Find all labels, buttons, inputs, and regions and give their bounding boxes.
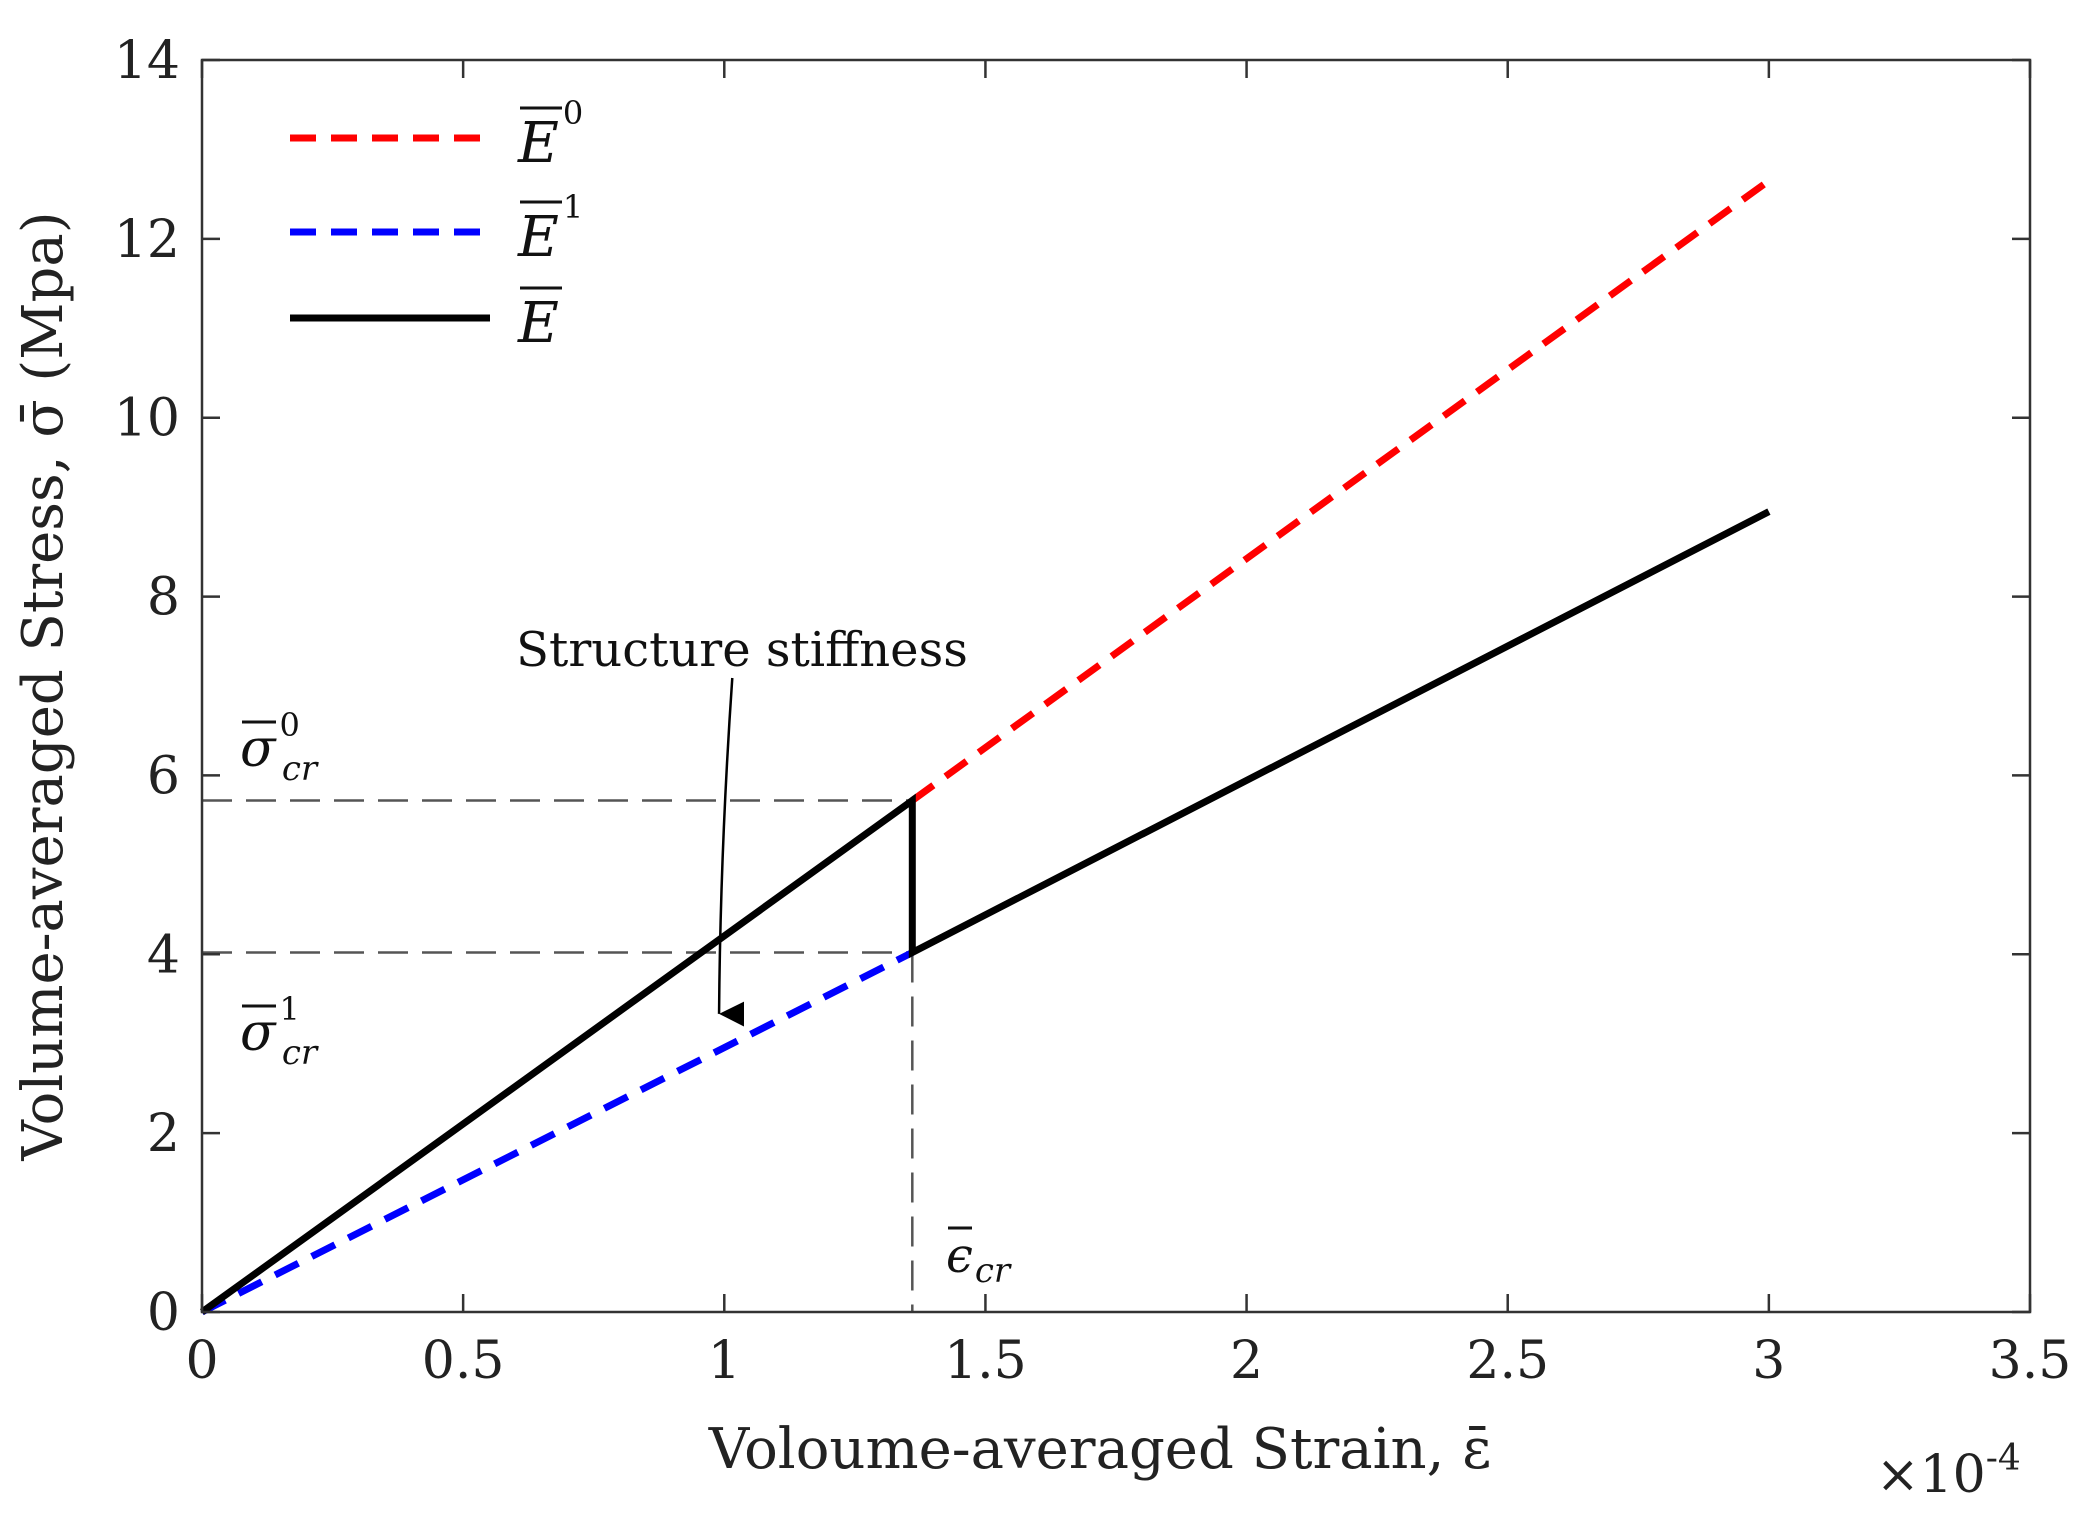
legend-label-e1-sup: 1	[563, 188, 583, 226]
plot-area	[202, 60, 2030, 1312]
x-tick-label: 0.5	[422, 1331, 505, 1391]
legend-label-e-base: E	[517, 291, 559, 356]
epsilon-cr-sub: cr	[975, 1251, 1012, 1291]
svg-text:E0: E0	[517, 94, 583, 176]
y-tick-label: 14	[114, 31, 180, 91]
series-line-e0	[910, 177, 1771, 804]
svg-text:E: E	[517, 291, 559, 356]
svg-text:ϵcr: ϵcr	[946, 1228, 1012, 1291]
y-tick-label: 6	[147, 746, 180, 806]
series-line-e	[199, 508, 1771, 1315]
x-tick-label: 2	[1230, 1331, 1263, 1391]
sigma-cr1-sup: 1	[280, 990, 300, 1028]
x-tick-label: 1.5	[944, 1331, 1027, 1391]
sigma-cr0-sub: cr	[282, 749, 319, 789]
plot-frame	[200, 58, 2032, 1314]
x-tick-label: 1	[708, 1331, 741, 1391]
x-exponent-label: ×10-4	[1876, 1438, 2021, 1505]
legend-label-e1-base: E	[517, 205, 559, 270]
y-axis-title: Volume-averaged Stress, σ̄ (Mpa)	[11, 211, 76, 1161]
epsilon-cr-label: ϵcr	[946, 1226, 1012, 1291]
sigma-cr1-sub: cr	[282, 1033, 319, 1073]
x-tick-label: 3.5	[1989, 1331, 2072, 1391]
x-tick-label: 3	[1752, 1331, 1785, 1391]
y-tick-label: 2	[147, 1104, 180, 1164]
epsilon-cr-base: ϵ	[946, 1228, 973, 1284]
sigma-cr1-label: σ 1 cr	[240, 990, 319, 1073]
y-tick-label: 8	[147, 568, 180, 628]
x-exponent-base: ×10	[1876, 1445, 1986, 1505]
structure-stiffness-label: Structure stiffness	[516, 622, 968, 678]
sigma-cr0-label: σ 0 cr	[240, 706, 319, 789]
y-tick-label: 10	[114, 389, 180, 449]
series-line-e1	[200, 949, 914, 1316]
sigma-cr0-base: σ	[240, 719, 277, 779]
y-tick-label: 4	[147, 925, 180, 985]
x-axis-title: Voloume-averaged Strain, ε̄	[708, 1417, 1491, 1482]
x-tick-label: 0	[185, 1331, 218, 1391]
sigma-cr0-sup: 0	[280, 706, 300, 744]
x-exponent-power: -4	[1986, 1438, 2021, 1479]
svg-text:E1: E1	[517, 188, 583, 270]
y-tick-label: 12	[114, 210, 180, 270]
legend-label-e0-base: E	[517, 111, 559, 176]
legend-label-e: E	[517, 286, 562, 356]
y-tick-label: 0	[147, 1283, 180, 1343]
legend-label-e0-sup: 0	[563, 94, 583, 132]
reference-lines	[202, 799, 914, 1312]
structure-stiffness-arrow	[717, 677, 745, 1027]
x-tick-label: 2.5	[1466, 1331, 1549, 1391]
sigma-cr1-base: σ	[240, 1003, 277, 1063]
series-layer	[199, 177, 1771, 1316]
